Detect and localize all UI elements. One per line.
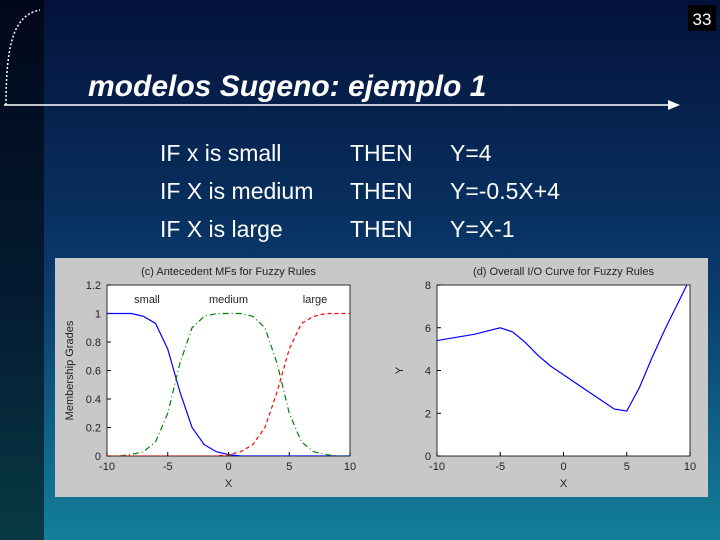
series-line	[107, 312, 350, 456]
rule-text: THEN	[350, 178, 413, 204]
y-tick-label: 6	[425, 323, 431, 335]
x-axis-label: X	[225, 478, 233, 490]
rule-text: Y=-0.5X+4	[450, 178, 560, 204]
rule-text: THEN	[350, 140, 413, 166]
x-tick-label: 5	[624, 461, 630, 473]
y-tick-label: 1	[95, 309, 101, 321]
rule-text: THEN	[350, 216, 413, 242]
series-group	[437, 285, 688, 412]
series-label: small	[134, 294, 160, 306]
y-axis-label: Y	[394, 366, 406, 374]
slide-title: modelos Sugeno: ejemplo 1	[88, 70, 486, 103]
x-axis-label: X	[560, 478, 568, 490]
y-tick-label: 0.2	[86, 423, 101, 435]
arrow-head	[668, 100, 680, 110]
y-tick-label: 0	[425, 451, 431, 463]
y-tick-label: 0.8	[86, 337, 101, 349]
x-tick-label: 5	[286, 461, 292, 473]
series-line	[107, 312, 350, 456]
x-tick-label: 0	[560, 461, 566, 473]
y-axis-label: Membership Grades	[64, 320, 76, 420]
corner-curve	[5, 9, 41, 106]
series-line	[437, 285, 688, 412]
slide-number: 33	[693, 10, 712, 29]
series-group	[107, 312, 350, 456]
rule-text: Y=4	[450, 140, 492, 166]
y-tick-label: 2	[425, 408, 431, 420]
y-tick-label: 1.2	[86, 280, 101, 292]
rule-text: IF X is medium	[160, 178, 313, 204]
chart-title: (d) Overall I/O Curve for Fuzzy Rules	[473, 266, 654, 278]
y-tick-label: 0	[95, 451, 101, 463]
x-tick-label: 10	[684, 461, 696, 473]
plot-area	[436, 284, 691, 457]
rule-text: IF X is large	[160, 216, 283, 242]
x-tick-label: -5	[163, 461, 173, 473]
rule-text: IF x is small	[160, 140, 281, 166]
y-tick-label: 4	[425, 366, 431, 378]
x-tick-label: -10	[99, 461, 115, 473]
charts: (c) Antecedent MFs for Fuzzy Rules X Membe…	[64, 266, 696, 490]
plot-area	[106, 284, 351, 457]
series-label: large	[303, 294, 327, 306]
y-tick-label: 0.6	[86, 366, 101, 378]
x-tick-label: -10	[429, 461, 445, 473]
chart-title: (c) Antecedent MFs for Fuzzy Rules	[141, 266, 316, 278]
rule-text: Y=X-1	[450, 216, 515, 242]
x-tick-label: -5	[495, 461, 505, 473]
x-tick-label: 0	[225, 461, 231, 473]
slide-number-box	[688, 5, 716, 31]
rules: IF x is small THEN Y=4 IF X is medium THEN Y=…	[160, 140, 560, 242]
y-tick-label: 0.4	[86, 394, 101, 406]
x-tick-label: 10	[344, 461, 356, 473]
side-strip	[0, 0, 44, 540]
series-label: medium	[209, 294, 248, 306]
y-tick-label: 8	[425, 280, 431, 292]
